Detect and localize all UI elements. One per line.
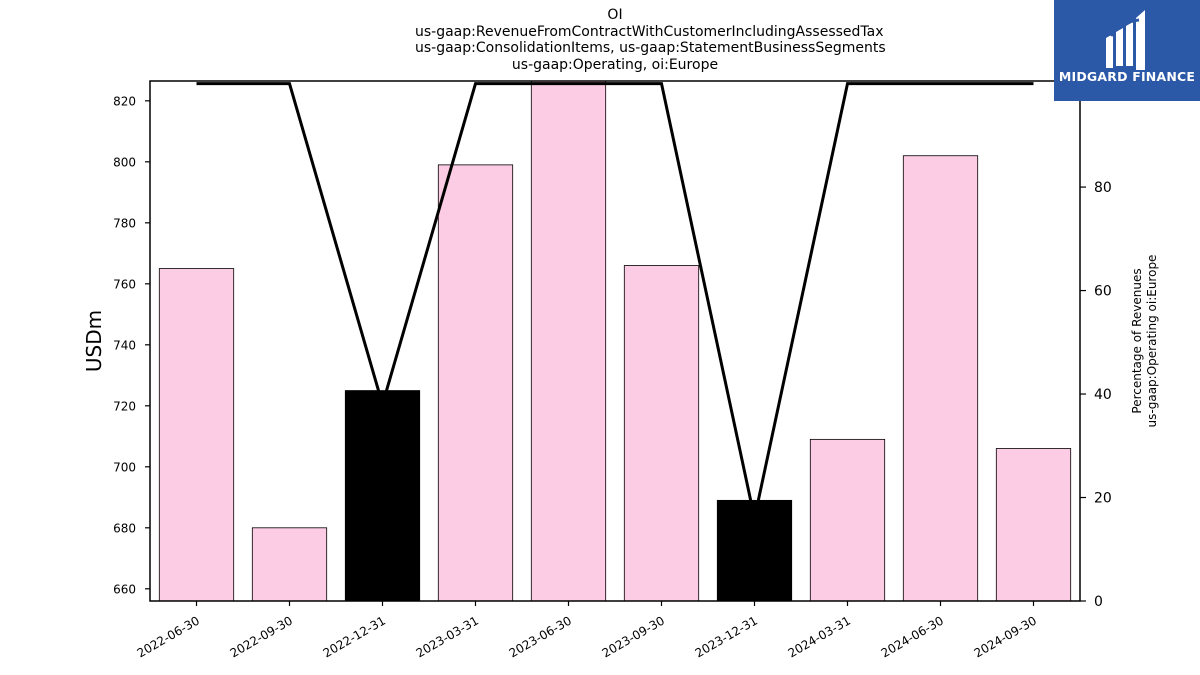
midgard-finance-logo: MIDGARD FINANCE bbox=[1054, 0, 1200, 101]
y-tick-label-760: 760 bbox=[113, 277, 136, 291]
chart-title-line-1: OI bbox=[607, 7, 623, 23]
bar-2024-09-30 bbox=[995, 448, 1072, 602]
midgard-logo-mark-icon bbox=[1106, 10, 1145, 70]
chart-title-line-2: us-gaap:RevenueFromContractWithCustomerI… bbox=[415, 24, 884, 40]
y-tick-label-660: 660 bbox=[113, 582, 136, 596]
right-tick-label-20: 20 bbox=[1094, 491, 1112, 507]
bars-layer bbox=[158, 80, 1072, 602]
x-tick-label-2023-09-30: 2023-09-30 bbox=[600, 613, 667, 660]
bar-2023-03-31 bbox=[437, 164, 514, 602]
bar-2022-12-31 bbox=[344, 390, 421, 602]
chart-title-line-3: us-gaap:ConsolidationItems, us-gaap:Stat… bbox=[415, 40, 886, 56]
x-tick-label-2023-12-31: 2023-12-31 bbox=[693, 613, 760, 660]
right-tick-label-60: 60 bbox=[1094, 284, 1112, 300]
chart-title-line-4: us-gaap:Operating, oi:Europe bbox=[511, 57, 719, 73]
y-tick-label-740: 740 bbox=[113, 338, 136, 352]
x-tick-label-2022-12-31: 2022-12-31 bbox=[321, 613, 388, 660]
y-tick-label-720: 720 bbox=[113, 399, 136, 413]
x-tick-label-2022-09-30: 2022-09-30 bbox=[228, 613, 295, 660]
x-tick-label-2024-03-31: 2024-03-31 bbox=[786, 613, 853, 660]
y-tick-label-800: 800 bbox=[113, 155, 136, 169]
right-axis-label-line-2: us-gaap:Operating oi:Europe bbox=[1145, 255, 1159, 428]
y-tick-label-820: 820 bbox=[113, 94, 136, 108]
y-tick-label-700: 700 bbox=[113, 460, 136, 474]
bar-2022-06-30 bbox=[158, 268, 235, 602]
percentage-line bbox=[196, 82, 1034, 519]
bar-2023-09-30 bbox=[623, 265, 700, 602]
plot-frame bbox=[149, 80, 1081, 602]
percentage-line-layer bbox=[196, 82, 1034, 519]
x-tick-label-2022-06-30: 2022-06-30 bbox=[135, 613, 202, 660]
right-tick-label-40: 40 bbox=[1094, 387, 1112, 403]
x-tick-label-2024-06-30: 2024-06-30 bbox=[879, 613, 946, 660]
logo-text: MIDGARD FINANCE bbox=[1058, 69, 1196, 84]
y-tick-label-780: 780 bbox=[113, 216, 136, 230]
right-tick-label-0: 0 bbox=[1094, 594, 1103, 610]
right-axis-label-line-1: Percentage of Revenues bbox=[1130, 268, 1144, 413]
x-tick-label-2023-03-31: 2023-03-31 bbox=[414, 613, 481, 660]
y-axis-label: USDm bbox=[82, 310, 106, 372]
y-tick-label-680: 680 bbox=[113, 521, 136, 535]
x-tick-label-2023-06-30: 2023-06-30 bbox=[507, 613, 574, 660]
x-tick-label-2024-09-30: 2024-09-30 bbox=[972, 613, 1039, 660]
bar-2023-06-30 bbox=[530, 80, 607, 602]
bar-2024-06-30 bbox=[902, 155, 979, 602]
bar-2024-03-31 bbox=[809, 438, 886, 602]
right-tick-label-80: 80 bbox=[1094, 180, 1112, 196]
bar-2022-09-30 bbox=[251, 527, 328, 602]
